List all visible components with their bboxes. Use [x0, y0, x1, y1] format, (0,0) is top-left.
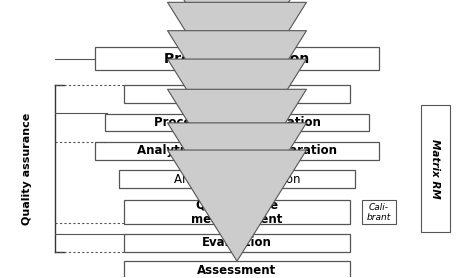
Text: Processing, conservation: Processing, conservation: [154, 116, 320, 129]
Text: Quality assurance: Quality assurance: [22, 112, 32, 225]
Text: Assessment: Assessment: [197, 264, 277, 277]
FancyBboxPatch shape: [124, 261, 350, 278]
FancyBboxPatch shape: [95, 47, 379, 70]
Text: Analyte identification: Analyte identification: [174, 173, 300, 186]
Text: Evaluation: Evaluation: [202, 237, 272, 249]
FancyBboxPatch shape: [421, 105, 450, 232]
Text: Sampling: Sampling: [206, 88, 268, 101]
FancyBboxPatch shape: [119, 170, 355, 188]
Text: Problem definition: Problem definition: [164, 52, 310, 66]
Text: Analytical sample preparation: Analytical sample preparation: [137, 144, 337, 157]
FancyBboxPatch shape: [362, 200, 396, 224]
Text: Quantitative
measurement: Quantitative measurement: [191, 198, 283, 226]
FancyBboxPatch shape: [95, 142, 379, 160]
Text: Cali-
brant: Cali- brant: [367, 203, 391, 222]
FancyBboxPatch shape: [124, 85, 350, 103]
FancyBboxPatch shape: [105, 113, 369, 131]
Text: Matrix RM: Matrix RM: [430, 139, 440, 198]
FancyBboxPatch shape: [124, 200, 350, 224]
FancyBboxPatch shape: [124, 234, 350, 252]
